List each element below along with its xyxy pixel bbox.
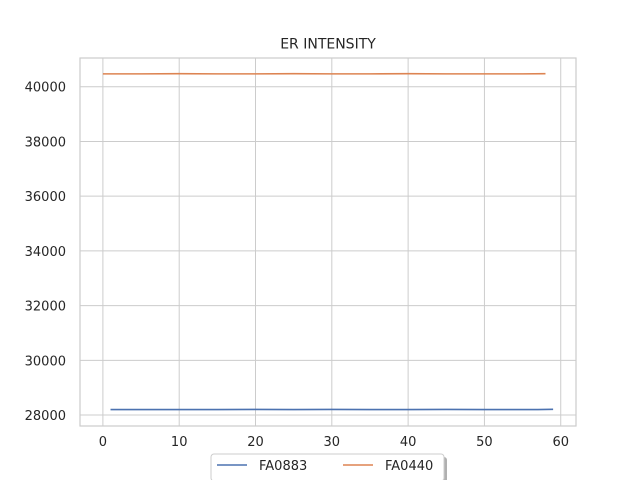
x-tick-label: 20 (247, 435, 264, 450)
x-tick-label: 10 (171, 435, 188, 450)
x-tick-label: 40 (400, 435, 417, 450)
y-tick-label: 32000 (25, 300, 66, 315)
chart-title: ER INTENSITY (280, 37, 376, 53)
y-tick-label: 34000 (25, 245, 66, 260)
y-tick-label: 40000 (25, 81, 66, 96)
y-tick-label: 38000 (25, 135, 66, 150)
plot-background (80, 58, 576, 426)
x-tick-labels: 0 10 20 30 40 50 60 (99, 435, 569, 450)
x-tick-label: 0 (99, 435, 107, 450)
legend: FA0883 FA0440 (211, 454, 447, 480)
y-tick-label: 28000 (25, 409, 66, 424)
x-tick-label: 30 (324, 435, 341, 450)
y-tick-labels: 28000 30000 32000 34000 36000 38000 40000 (25, 81, 66, 424)
plot-area (80, 58, 576, 426)
legend-label-fa0440: FA0440 (385, 459, 433, 474)
x-tick-label: 60 (552, 435, 569, 450)
y-tick-label: 30000 (25, 354, 66, 369)
y-tick-label: 36000 (25, 190, 66, 205)
x-tick-label: 50 (476, 435, 493, 450)
legend-label-fa0883: FA0883 (259, 459, 307, 474)
